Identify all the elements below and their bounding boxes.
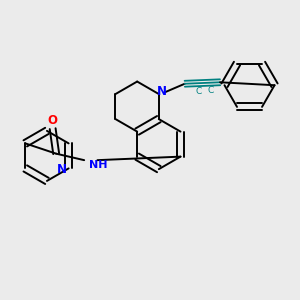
Text: C: C <box>207 86 213 95</box>
Text: NH: NH <box>89 160 108 170</box>
Text: N: N <box>157 85 167 98</box>
Text: O: O <box>48 114 58 127</box>
Text: N: N <box>57 164 67 176</box>
Text: C: C <box>196 87 202 96</box>
